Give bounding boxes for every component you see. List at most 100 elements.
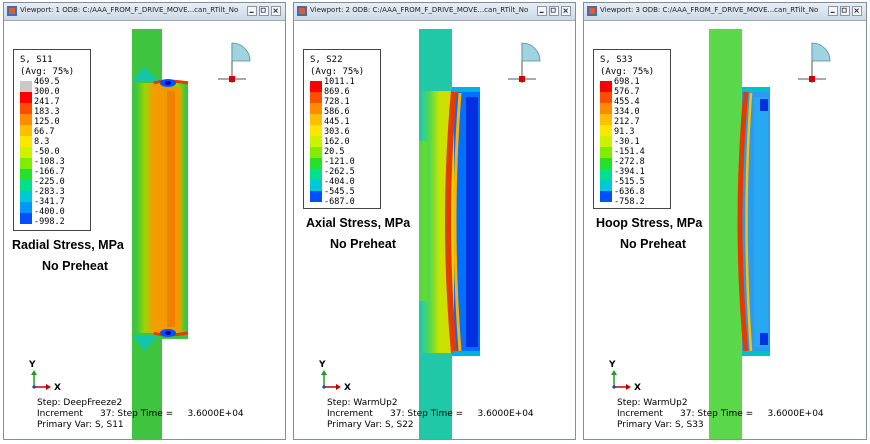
increment-info: Increment 37: Step Time = 3.6000E+04: [617, 409, 824, 419]
legend-swatch: [310, 169, 322, 180]
legend-value: 8.3: [34, 137, 50, 147]
legend-value: 576.7: [614, 87, 640, 97]
legend-swatch: [310, 136, 322, 147]
legend-value: 455.4: [614, 97, 640, 107]
primary-var-info: Primary Var: S, S11: [37, 420, 124, 430]
legend-swatch: [310, 81, 322, 92]
legend-swatch: [20, 92, 32, 103]
legend-swatch: [20, 202, 32, 213]
legend-value: 469.5: [34, 77, 60, 87]
legend-swatch: [600, 114, 612, 125]
legend-value: 66.7: [34, 127, 55, 137]
close-button[interactable]: [271, 6, 281, 16]
legend-swatch: [310, 114, 322, 125]
legend-value: 183.3: [34, 107, 60, 117]
viewport-2-titlebar[interactable]: Viewport: 2 ODB: C:/AAA_FROM_F_DRIVE_MOV…: [294, 3, 575, 21]
legend-swatch: [310, 125, 322, 136]
maximize-button[interactable]: [259, 6, 269, 16]
maximize-button[interactable]: [549, 6, 559, 16]
legend-value: 698.1: [614, 77, 640, 87]
legend-value: 1011.1: [324, 77, 355, 87]
contour-plot-s33[interactable]: [584, 21, 866, 439]
legend-value: 212.7: [614, 117, 640, 127]
viewport-title: Viewport: 1 ODB: C:/AAA_FROM_F_DRIVE_MOV…: [20, 6, 238, 14]
legend-variable: S, S33: [600, 55, 633, 65]
legend-value: -404.0: [324, 177, 355, 187]
part-geometry: [132, 29, 189, 439]
legend-value: -394.1: [614, 167, 645, 177]
legend-value: 728.1: [324, 97, 350, 107]
legend-value: -151.4: [614, 147, 645, 157]
contour-legend: S, S33 (Avg: 75%) 698.1 576.7 455.4 334.…: [593, 49, 671, 209]
viewport-icon: [7, 6, 17, 16]
increment-info: Increment 37: Step Time = 3.6000E+04: [37, 409, 244, 419]
legend-swatch: [20, 191, 32, 202]
viewport-icon: [297, 6, 307, 16]
axis-triad: [321, 370, 341, 390]
minimize-button[interactable]: [247, 6, 257, 16]
maximize-button[interactable]: [840, 6, 850, 16]
legend-swatch: [310, 103, 322, 114]
step-info: Step: WarmUp2: [327, 398, 398, 408]
legend-value: -341.7: [34, 197, 65, 207]
legend-swatch: [600, 81, 612, 92]
caption-title: Radial Stress, MPa: [12, 238, 124, 252]
part-geometry: [709, 29, 770, 439]
contour-legend: S, S11 (Avg: 75%) 469.5 300.0 241.7 183.…: [13, 49, 91, 231]
viewport-3-titlebar[interactable]: Viewport: 3 ODB: C:/AAA_FROM_F_DRIVE_MOV…: [584, 3, 866, 21]
legend-value: 586.6: [324, 107, 350, 117]
legend-swatch: [20, 213, 32, 224]
legend-value: -272.8: [614, 157, 645, 167]
legend-value: 334.0: [614, 107, 640, 117]
legend-value: 303.6: [324, 127, 350, 137]
legend-swatch: [600, 158, 612, 169]
legend-value: -262.5: [324, 167, 355, 177]
legend-value: 91.3: [614, 127, 635, 137]
legend-swatch: [600, 147, 612, 158]
viewport-3-window[interactable]: Viewport: 3 ODB: C:/AAA_FROM_F_DRIVE_MOV…: [583, 2, 867, 440]
legend-value: -998.2: [34, 217, 65, 227]
viewport-icon: [587, 6, 597, 16]
contour-plot-s22[interactable]: [294, 21, 575, 439]
contour-legend: S, S22 (Avg: 75%) 1011.1 869.6 728.1 586…: [303, 49, 381, 209]
legend-value: -515.5: [614, 177, 645, 187]
minimize-button[interactable]: [828, 6, 838, 16]
legend-value: 869.6: [324, 87, 350, 97]
legend-value: -636.8: [614, 187, 645, 197]
viewport-1-window[interactable]: Viewport: 1 ODB: C:/AAA_FROM_F_DRIVE_MOV…: [3, 2, 286, 440]
legend-value: -121.0: [324, 157, 355, 167]
legend-swatch: [600, 136, 612, 147]
caption-subtitle: No Preheat: [330, 237, 396, 251]
legend-averaging: (Avg: 75%): [600, 67, 655, 77]
legend-swatch: [600, 169, 612, 180]
step-info: Step: DeepFreeze2: [37, 398, 123, 408]
viewport-title: Viewport: 2 ODB: C:/AAA_FROM_F_DRIVE_MOV…: [310, 6, 528, 14]
viewport-1-titlebar[interactable]: Viewport: 1 ODB: C:/AAA_FROM_F_DRIVE_MOV…: [4, 3, 285, 21]
legend-swatch: [310, 180, 322, 191]
legend-value: 241.7: [34, 97, 60, 107]
caption-subtitle: No Preheat: [42, 259, 108, 273]
close-button[interactable]: [561, 6, 571, 16]
triad-glyph: [508, 42, 541, 83]
triad-glyph: [218, 42, 251, 83]
viewport-2-window[interactable]: Viewport: 2 ODB: C:/AAA_FROM_F_DRIVE_MOV…: [293, 2, 576, 440]
minimize-button[interactable]: [537, 6, 547, 16]
close-button[interactable]: [852, 6, 862, 16]
legend-swatch: [310, 147, 322, 158]
legend-swatch: [600, 191, 612, 202]
caption-title: Hoop Stress, MPa: [596, 216, 703, 230]
legend-swatch: [20, 158, 32, 169]
legend-value: -50.0: [34, 147, 60, 157]
primary-var-info: Primary Var: S, S22: [327, 420, 414, 430]
legend-swatch: [20, 169, 32, 180]
legend-swatch: [20, 136, 32, 147]
legend-value: 162.0: [324, 137, 350, 147]
legend-value: -225.0: [34, 177, 65, 187]
legend-swatch: [310, 158, 322, 169]
legend-variable: S, S11: [20, 55, 53, 65]
legend-value: -283.3: [34, 187, 65, 197]
contour-plot-s11[interactable]: [4, 21, 285, 439]
legend-value: -30.1: [614, 137, 640, 147]
step-info: Step: WarmUp2: [617, 398, 688, 408]
legend-swatch: [20, 81, 32, 92]
